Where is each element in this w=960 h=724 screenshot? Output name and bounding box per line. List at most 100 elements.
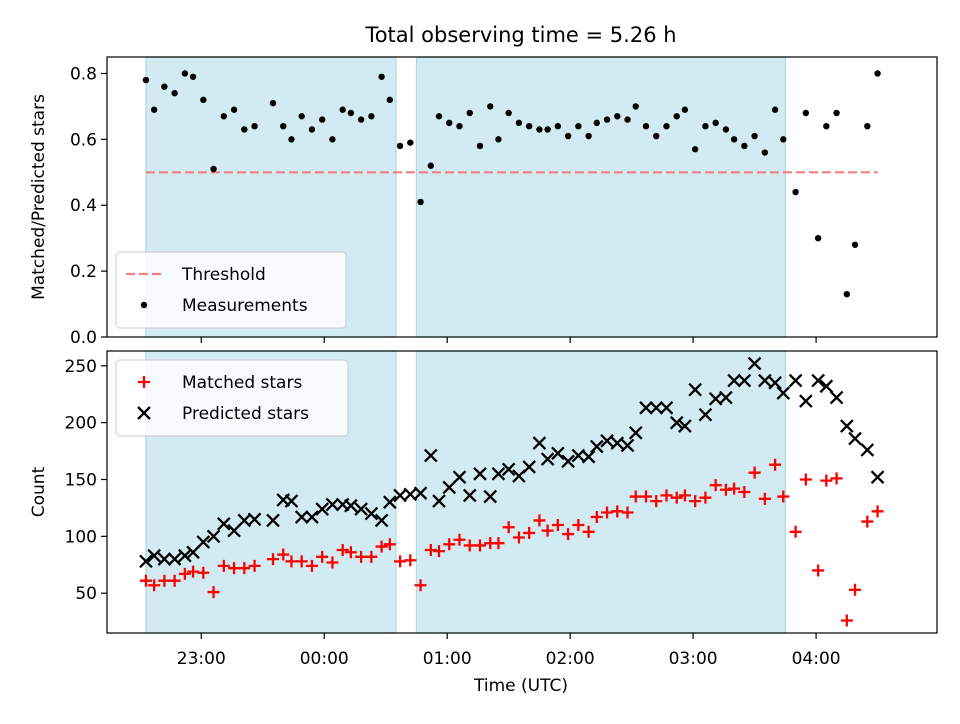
predicted-stars-point bbox=[196, 535, 211, 549]
matched-stars-point bbox=[789, 525, 802, 538]
x-tick-label: 23:00 bbox=[177, 649, 226, 669]
matched-stars-point bbox=[699, 491, 712, 504]
measurement-point bbox=[435, 113, 443, 120]
measurement-point bbox=[505, 109, 512, 117]
predicted-stars-point bbox=[462, 488, 477, 503]
predicted-stars-point bbox=[217, 517, 231, 531]
measurement-point bbox=[741, 142, 748, 150]
matched-stars-point bbox=[375, 540, 388, 553]
predicted-stars-point bbox=[799, 394, 813, 408]
matched-stars-point bbox=[629, 490, 642, 503]
observing-interval-band bbox=[415, 56, 786, 338]
predicted-stars-point bbox=[483, 489, 498, 504]
measurement-point bbox=[466, 109, 473, 117]
predicted-stars-point bbox=[698, 407, 713, 422]
matched-stars-point bbox=[326, 556, 339, 569]
y-tick-label: 150 bbox=[65, 470, 97, 490]
matched-stars-point bbox=[295, 555, 308, 568]
matched-stars-point bbox=[414, 579, 427, 592]
predicted-stars-point bbox=[532, 436, 547, 450]
matched-stars-point bbox=[799, 473, 812, 486]
measurement-point bbox=[544, 126, 551, 133]
measurement-point bbox=[150, 106, 158, 113]
matched-stars-point bbox=[861, 515, 874, 528]
measurement-point bbox=[536, 126, 543, 133]
predicted-stars-point bbox=[540, 452, 555, 466]
x-tick-label: 04:00 bbox=[792, 649, 841, 669]
y-tick-label: 0.2 bbox=[70, 262, 97, 282]
y-tick-label: 0.6 bbox=[70, 130, 97, 150]
measurement-point bbox=[515, 119, 523, 127]
matched-stars-point bbox=[158, 574, 171, 587]
matched-stars-point bbox=[758, 492, 771, 505]
matched-stars-point bbox=[433, 545, 445, 558]
matched-stars-point bbox=[728, 482, 741, 495]
measurement-point bbox=[751, 132, 758, 140]
predicted-stars-point bbox=[473, 466, 487, 481]
predicted-stars-point bbox=[344, 498, 358, 513]
counts-panel: 50 100 150 200 250 23:00 00:00 01:00 02:00 03:00 0… bbox=[29, 350, 938, 669]
measurement-point bbox=[396, 142, 404, 150]
matched-stars-point bbox=[562, 528, 575, 541]
predicted-stars-point bbox=[364, 506, 379, 521]
matched-stars-point bbox=[512, 531, 525, 544]
matched-stars-point bbox=[871, 505, 884, 518]
predicted-stars-point bbox=[167, 552, 182, 566]
measurement-point bbox=[288, 136, 295, 143]
matched-stars-point bbox=[572, 518, 585, 531]
measurement-point bbox=[142, 76, 150, 84]
measurement-point bbox=[673, 113, 680, 120]
measurement-point bbox=[603, 116, 611, 123]
measurement-point bbox=[378, 73, 385, 80]
matched-stars-point bbox=[168, 574, 181, 587]
measurement-point bbox=[780, 136, 787, 143]
predicted-stars-point bbox=[147, 548, 161, 563]
y-axis-label: Count bbox=[29, 466, 49, 517]
predicted-stars-point bbox=[206, 529, 221, 544]
predicted-stars-point bbox=[600, 434, 614, 448]
predicted-stars-point bbox=[442, 480, 457, 495]
predicted-stars-point bbox=[247, 512, 262, 527]
predicted-stars-point bbox=[848, 431, 862, 446]
matched-stars-point bbox=[551, 518, 564, 531]
predicted-stars-point bbox=[432, 494, 446, 508]
predicted-stars-point bbox=[581, 449, 596, 464]
measurement-point bbox=[843, 290, 851, 298]
matched-stars-point bbox=[830, 472, 843, 485]
predicted-stars-point bbox=[491, 466, 506, 481]
matched-stars-point bbox=[344, 546, 357, 559]
matched-stars-point bbox=[621, 506, 634, 519]
predicted-stars-point bbox=[811, 373, 825, 388]
matched-stars-point bbox=[533, 514, 546, 527]
measurement-point bbox=[851, 241, 859, 248]
measurement-point bbox=[280, 122, 287, 130]
predicted-stars-point bbox=[678, 419, 692, 433]
measurement-point bbox=[771, 106, 779, 113]
measurement-point bbox=[269, 99, 277, 107]
predicted-stars-point bbox=[620, 438, 635, 453]
measurement-point bbox=[792, 188, 799, 196]
matched-stars-point bbox=[523, 526, 536, 539]
matched-stars-point bbox=[355, 550, 368, 563]
y-tick-label: 50 bbox=[75, 584, 97, 604]
predicted-stars-point bbox=[659, 401, 674, 415]
predicted-stars-point bbox=[649, 401, 664, 415]
predicted-stars-point bbox=[840, 419, 854, 433]
matched-stars-point bbox=[541, 524, 554, 537]
predicted-stars-point bbox=[719, 390, 733, 405]
predicted-stars-point bbox=[747, 356, 762, 371]
matched-stars-point bbox=[601, 506, 614, 519]
measurement-point bbox=[761, 149, 769, 156]
predicted-stars-point bbox=[186, 545, 200, 560]
matched-stars-point bbox=[228, 562, 241, 575]
predicted-stars-point bbox=[788, 373, 803, 388]
figure-title: Total observing time = 5.26 h bbox=[364, 23, 676, 47]
measurement-point bbox=[189, 73, 197, 80]
matched-stars-point bbox=[217, 559, 230, 572]
legend-matched-swatch bbox=[138, 376, 150, 388]
measurement-point bbox=[691, 146, 699, 153]
measurement-point bbox=[241, 126, 248, 133]
predicted-stars-point bbox=[284, 494, 299, 508]
predicted-stars-point bbox=[551, 446, 565, 461]
